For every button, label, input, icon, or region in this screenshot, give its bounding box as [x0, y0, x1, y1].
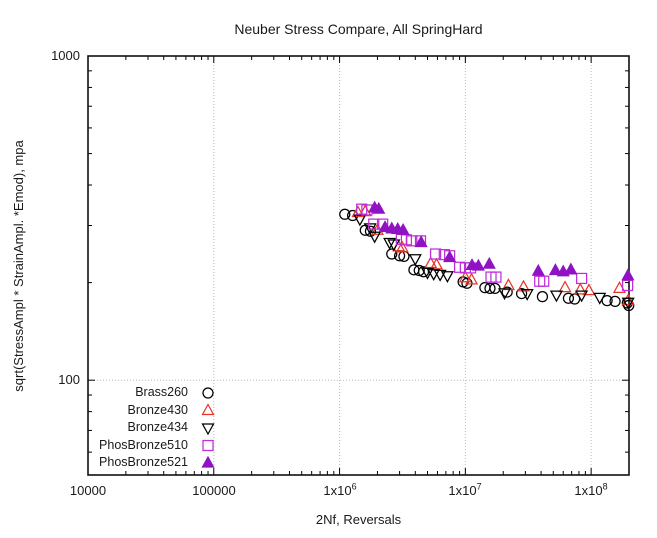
x-tick-label-1e7: 1x107	[448, 481, 482, 498]
legend-marker-phosbronze510	[202, 439, 214, 452]
legend-label-brass260: Brass260	[135, 385, 188, 399]
data-point-bronze430	[458, 270, 472, 283]
data-point-phosbronze510	[368, 218, 380, 230]
data-point-brass260	[364, 225, 377, 237]
data-point-bronze430	[429, 257, 444, 270]
data-point-bronze430	[464, 272, 479, 285]
data-point-phosbronze510	[490, 271, 502, 283]
data-point-bronze434	[575, 290, 589, 303]
data-point-bronze434	[549, 290, 564, 303]
legend-label-bronze430: Bronze430	[127, 402, 188, 417]
data-point-bronze430	[582, 283, 596, 296]
x-tick-label-100000: 100000	[192, 483, 236, 498]
data-point-phosbronze521	[548, 263, 562, 276]
data-point-phosbronze510	[429, 248, 442, 260]
data-point-phosbronze521	[372, 201, 386, 214]
data-point-brass260	[515, 287, 528, 300]
data-point-brass260	[417, 266, 430, 278]
plot-border	[87, 55, 630, 476]
data-point-bronze430	[395, 240, 409, 253]
data-point-bronze434	[593, 292, 607, 305]
x-tick-label-1e8: 1x108	[574, 481, 608, 498]
y-tick-label-1000: 1000	[51, 48, 80, 63]
data-point-bronze434	[433, 269, 447, 282]
data-point-brass260	[609, 295, 621, 308]
data-point-phosbronze521	[443, 250, 457, 263]
data-point-bronze434	[408, 254, 422, 267]
x-tick-label-1e6: 1x106	[323, 481, 357, 498]
data-point-bronze434	[353, 214, 367, 227]
data-point-phosbronze510	[534, 275, 546, 287]
data-point-phosbronze521	[564, 262, 578, 275]
data-point-brass260	[623, 299, 635, 312]
legend-label-bronze434: Bronze434	[127, 420, 188, 434]
data-point-bronze434	[440, 271, 454, 284]
y-tick-label-100: 100	[58, 372, 80, 387]
data-point-bronze434	[368, 231, 382, 244]
data-point-bronze434	[621, 297, 635, 310]
data-point-phosbronze521	[482, 256, 496, 269]
data-point-phosbronze510	[575, 272, 588, 285]
data-point-brass260	[386, 248, 398, 260]
data-point-phosbronze521	[396, 222, 410, 235]
x-axis-label: 2Nf, Reversals	[315, 512, 402, 527]
data-point-phosbronze521	[414, 235, 428, 248]
data-point-bronze434	[520, 288, 534, 301]
data-point-phosbronze510	[538, 275, 550, 287]
legend-marker-bronze430	[201, 403, 215, 416]
legend-marker-brass260	[202, 387, 214, 399]
data-point-bronze430	[558, 280, 572, 293]
x-tick-label-10000: 10000	[69, 483, 107, 498]
data-point-bronze430	[573, 282, 587, 295]
data-point-phosbronze521	[531, 263, 545, 276]
data-point-brass260	[484, 282, 496, 294]
data-point-bronze430	[351, 205, 365, 218]
data-point-brass260	[413, 264, 425, 277]
data-point-bronze434	[387, 239, 401, 252]
data-point-bronze430	[501, 278, 515, 291]
data-point-brass260	[562, 292, 575, 304]
legend-marker-phosbronze521	[201, 455, 215, 468]
data-point-bronze430	[516, 279, 531, 292]
data-point-brass260	[501, 286, 513, 298]
data-point-phosbronze510	[621, 279, 634, 292]
data-point-bronze434	[383, 237, 397, 250]
y-axis-label: sqrt(StressAmpl * StrainAmpl. *Emod), mp…	[11, 140, 26, 392]
data-point-bronze434	[498, 288, 512, 301]
data-point-phosbronze510	[453, 261, 466, 273]
data-point-brass260	[536, 291, 549, 303]
data-point-phosbronze521	[621, 268, 635, 281]
legend-marker-bronze434	[201, 423, 215, 436]
data-point-bronze430	[621, 293, 635, 306]
legend: Brass260 Bronze430 Bronze434 PhosBronze5…	[28, 384, 188, 472]
data-point-phosbronze521	[471, 258, 485, 271]
chart-title: Neuber Stress Compare, All SpringHard	[234, 21, 483, 37]
legend-label-phosbronze521: PhosBronze521	[99, 455, 188, 469]
data-point-phosbronze510	[406, 235, 418, 247]
data-point-bronze430	[424, 256, 438, 269]
data-point-brass260	[339, 208, 351, 220]
legend-label-phosbronze510: PhosBronze510	[99, 437, 188, 452]
data-point-brass260	[601, 294, 613, 307]
